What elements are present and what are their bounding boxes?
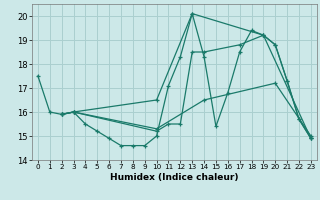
X-axis label: Humidex (Indice chaleur): Humidex (Indice chaleur) — [110, 173, 239, 182]
